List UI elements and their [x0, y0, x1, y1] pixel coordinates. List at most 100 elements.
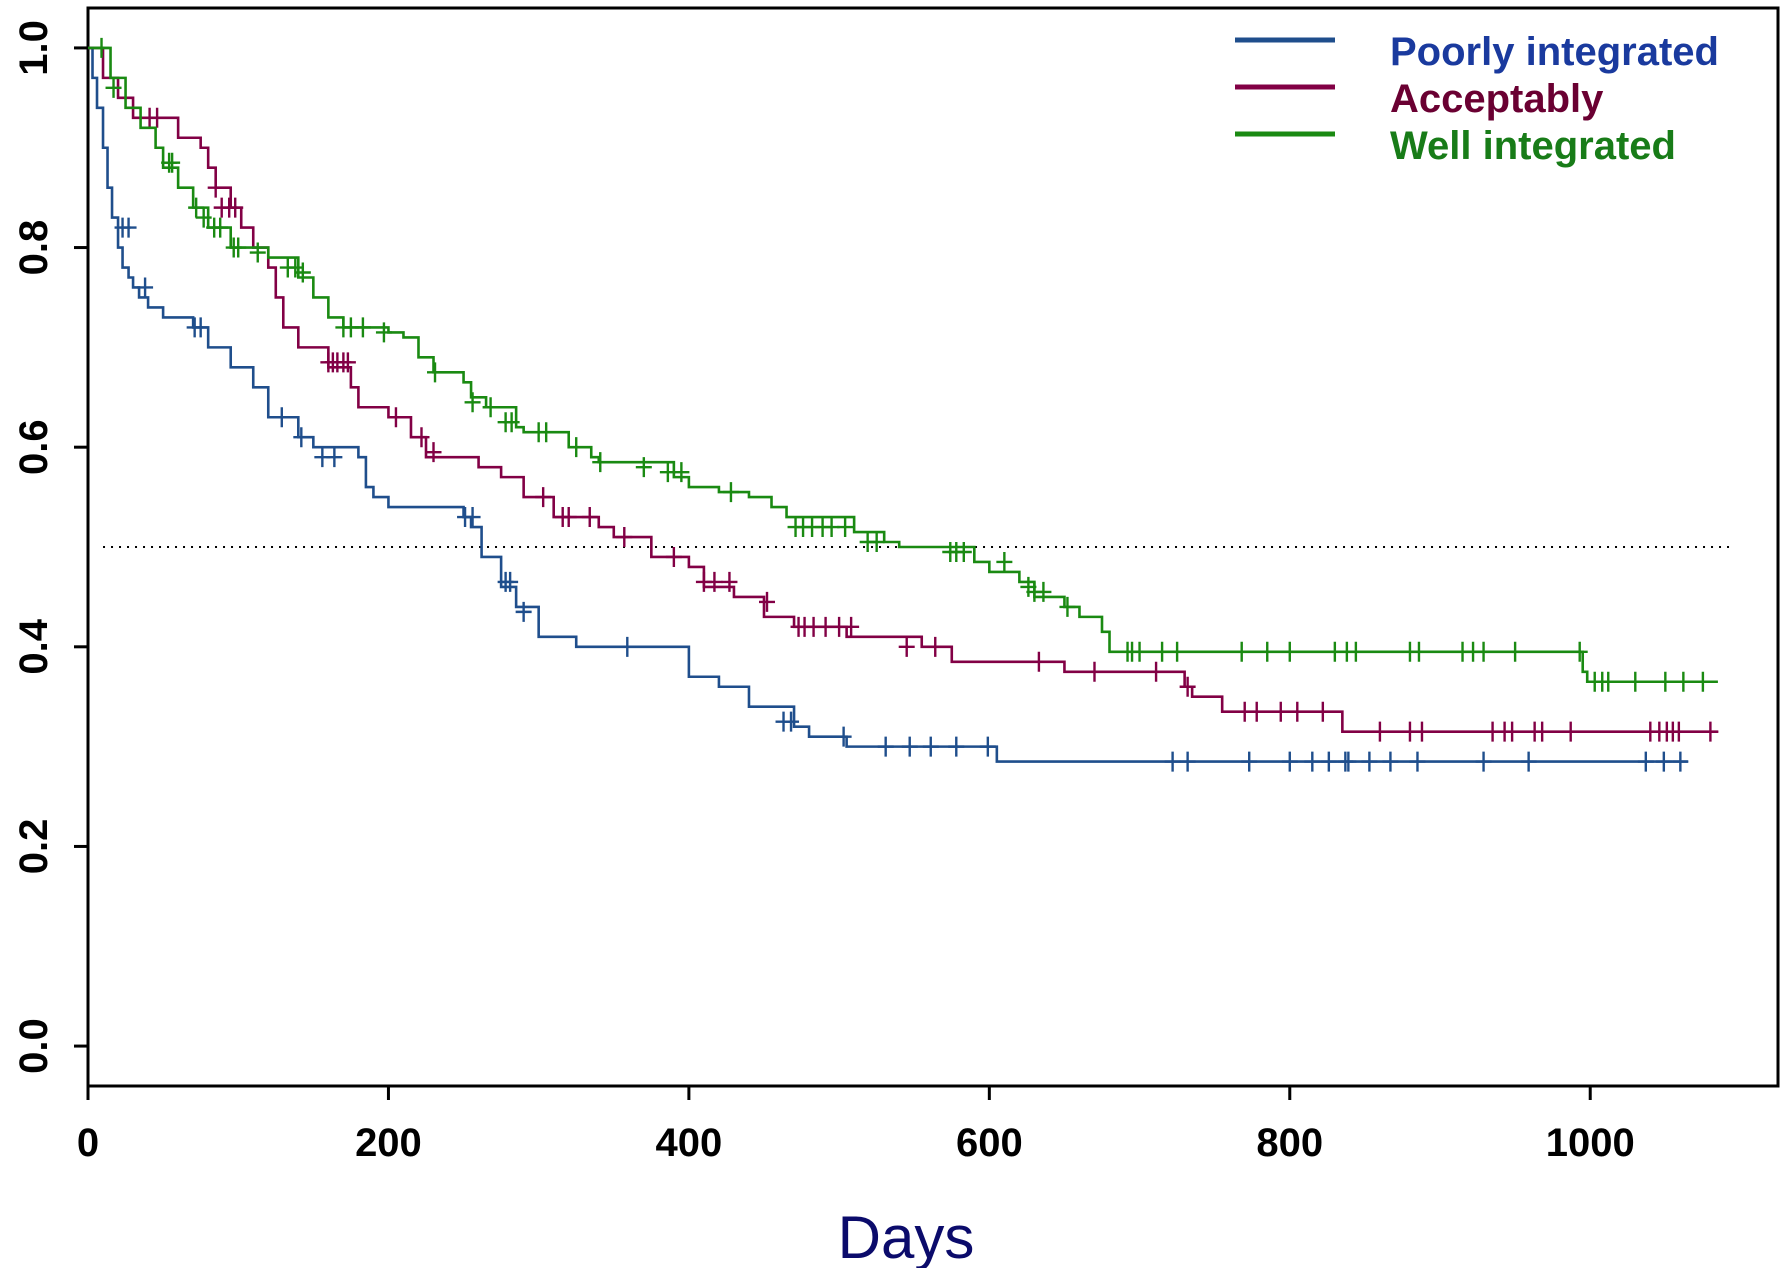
censor-mark — [898, 636, 915, 657]
censor-mark — [1571, 641, 1588, 662]
censor-mark — [120, 217, 137, 238]
censor-mark — [1702, 721, 1719, 742]
x-tick-label: 400 — [656, 1121, 723, 1165]
censor-mark — [1059, 596, 1076, 617]
series-well-integrated — [88, 37, 1718, 692]
censor-mark — [1507, 641, 1524, 662]
y-tick-label: 0.2 — [12, 819, 56, 875]
censor-mark — [293, 427, 310, 448]
censor-mark — [1361, 751, 1378, 772]
x-tick-label: 200 — [355, 1121, 422, 1165]
censor-mark — [635, 457, 652, 478]
censor-mark — [1562, 721, 1579, 742]
censor-mark — [535, 487, 552, 508]
censor-mark — [427, 362, 444, 383]
censor-mark — [1320, 751, 1337, 772]
censor-mark — [568, 437, 585, 458]
censor-mark — [230, 237, 247, 258]
censor-mark — [1131, 641, 1148, 662]
x-tick-label: 1000 — [1546, 1121, 1635, 1165]
y-tick-label: 0.0 — [12, 1018, 56, 1074]
censor-mark — [722, 482, 739, 503]
censor-mark — [721, 571, 738, 592]
censor-mark — [616, 527, 633, 548]
censor-mark — [877, 736, 894, 757]
censor-mark — [996, 551, 1013, 572]
censor-mark — [560, 507, 577, 528]
censor-mark — [212, 217, 229, 238]
censor-mark — [1241, 751, 1258, 772]
x-tick-label: 600 — [956, 1121, 1023, 1165]
y-tick-label: 0.4 — [12, 618, 56, 674]
censor-mark — [619, 636, 636, 657]
axis-layer: 0 200 400 600 800 1000 0.0 0.2 0.4 0.6 0.8 1.0 — [12, 20, 1635, 1165]
censor-mark — [354, 317, 371, 338]
censor-mark — [375, 322, 392, 343]
censor-mark — [192, 317, 209, 338]
y-tick-label: 0.6 — [12, 419, 56, 475]
censor-mark — [1475, 641, 1492, 662]
censor-mark — [1347, 641, 1364, 662]
censor-mark — [413, 427, 430, 448]
censor-mark — [1672, 751, 1689, 772]
censor-mark — [823, 517, 840, 538]
censor-mark — [93, 37, 110, 58]
censor-mark — [1233, 641, 1250, 662]
censor-mark — [1655, 751, 1672, 772]
x-tick-label: 800 — [1256, 1121, 1323, 1165]
censor-mark — [592, 452, 609, 473]
censor-mark — [1314, 701, 1331, 722]
censor-mark — [665, 546, 682, 567]
censor-mark — [1086, 661, 1103, 682]
censor-mark — [817, 616, 834, 637]
survival-curve — [88, 46, 1718, 684]
censor-mark — [482, 397, 499, 418]
censor-mark — [1035, 581, 1052, 602]
censor-mark — [901, 736, 918, 757]
censor-mark — [1281, 641, 1298, 662]
legend-label: Well integrated — [1390, 124, 1676, 168]
censor-mark — [1289, 701, 1306, 722]
censor-mark — [515, 601, 532, 622]
censor-mark — [837, 517, 854, 538]
censor-mark — [137, 277, 154, 298]
censor-mark — [387, 407, 404, 428]
censor-mark — [164, 152, 181, 173]
censor-mark — [1637, 751, 1654, 772]
censor-mark — [1248, 701, 1265, 722]
censor-mark — [1169, 641, 1186, 662]
censor-mark — [326, 447, 343, 468]
censor-mark — [1694, 671, 1711, 692]
censor-mark — [149, 107, 166, 128]
censor-mark — [249, 242, 266, 263]
censor-mark — [339, 352, 356, 373]
censor-mark — [843, 616, 860, 637]
censor-mark — [207, 177, 224, 198]
censor-mark — [273, 407, 290, 428]
censor-mark — [581, 507, 598, 528]
censor-mark — [1504, 721, 1521, 742]
censor-mark — [1534, 721, 1551, 742]
censor-mark — [1154, 641, 1171, 662]
plot-frame — [86, 6, 1780, 1088]
censor-mark — [425, 442, 442, 463]
censor-mark — [927, 636, 944, 657]
censor-mark — [948, 736, 965, 757]
censor-mark — [1259, 641, 1276, 662]
censor-mark — [1627, 671, 1644, 692]
censor-mark — [1272, 701, 1289, 722]
censor-mark — [1520, 751, 1537, 772]
censor-mark — [706, 571, 723, 592]
censor-mark — [538, 422, 555, 443]
censor-mark — [1675, 671, 1692, 692]
censor-mark — [1410, 641, 1427, 662]
x-axis-label: Days — [838, 1204, 975, 1268]
censor-mark — [188, 197, 205, 218]
censor-mark — [659, 462, 676, 483]
y-tick-label: 0.8 — [12, 220, 56, 276]
censor-mark — [868, 532, 885, 553]
series-acceptably — [88, 46, 1719, 742]
censor-mark — [1164, 751, 1181, 772]
censor-mark — [1340, 751, 1357, 772]
